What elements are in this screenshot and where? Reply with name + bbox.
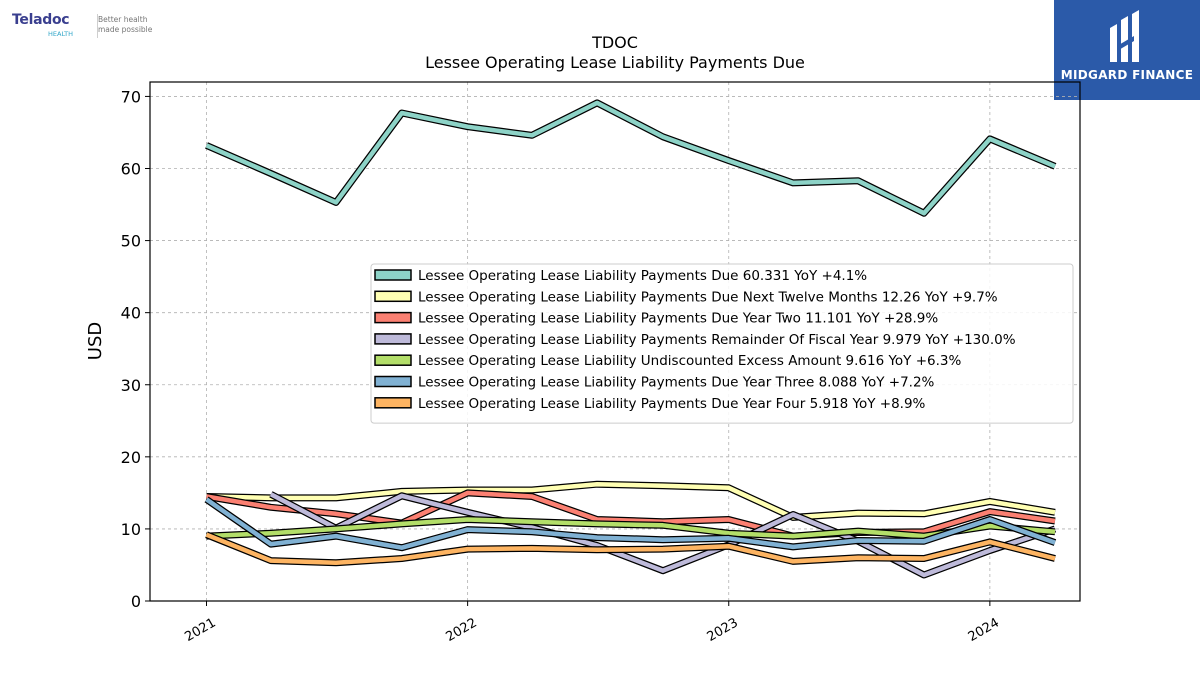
- legend-label: Lessee Operating Lease Liability Payment…: [418, 268, 867, 284]
- brand-divider: [97, 14, 98, 38]
- chart-title: TDOC: [591, 33, 638, 52]
- series-line: [204, 496, 1057, 552]
- y-tick-label: 50: [121, 232, 141, 251]
- legend-item: Lessee Operating Lease Liability Undisco…: [374, 353, 962, 369]
- x-tick-label: 2023: [705, 615, 741, 645]
- y-tick-label: 10: [121, 520, 141, 539]
- y-tick-label: 40: [121, 304, 141, 323]
- y-tick-label: 70: [121, 87, 141, 106]
- legend-label: Lessee Operating Lease Liability Payment…: [418, 332, 1016, 348]
- series-line-stroke: [205, 532, 1056, 566]
- series-line: [206, 480, 1056, 521]
- x-tick-label: 2021: [182, 615, 218, 645]
- y-tick-label: 30: [121, 376, 141, 395]
- plot-frame: [149, 81, 1081, 602]
- legend-box: [370, 263, 1074, 424]
- legend-swatch: [374, 354, 412, 366]
- legend-label: Lessee Operating Lease Liability Payment…: [418, 289, 998, 305]
- series-line-stroke: [205, 100, 1056, 216]
- legend-swatch: [374, 375, 412, 388]
- legend-item: Lessee Operating Lease Liability Payment…: [374, 289, 998, 305]
- brand-tagline-line-1: Better health: [98, 15, 148, 24]
- x-tick-label: 2022: [443, 615, 479, 645]
- corner-badge: MIDGARD FINANCE: [1054, 0, 1200, 100]
- legend-label: Lessee Operating Lease Liability Payment…: [418, 396, 926, 412]
- legend-item: Lessee Operating Lease Liability Payment…: [374, 396, 926, 412]
- legend-label: Lessee Operating Lease Liability Payment…: [418, 375, 935, 391]
- series-line-stroke: [206, 481, 1056, 520]
- legend-swatch: [374, 290, 412, 303]
- legend-swatch: [374, 397, 412, 409]
- series-line-stroke: [269, 492, 1056, 578]
- legend-label: Lessee Operating Lease Liability Undisco…: [418, 353, 962, 369]
- x-tick-label: 2024: [966, 615, 1002, 645]
- series-line: [269, 491, 1057, 579]
- legend-item: Lessee Operating Lease Liability Payment…: [374, 332, 1016, 348]
- series-lines: [204, 99, 1057, 579]
- legend-swatch: [374, 269, 412, 281]
- series-line: [205, 99, 1057, 217]
- y-tick-label: 60: [121, 160, 141, 179]
- legend-item: Lessee Operating Lease Liability Payment…: [374, 375, 935, 391]
- series-line: [206, 516, 1056, 540]
- y-tick-label: 0: [131, 592, 141, 611]
- legend: Lessee Operating Lease Liability Payment…: [370, 263, 1074, 424]
- y-axis-label: USD: [85, 322, 106, 360]
- y-tick-label: 20: [121, 448, 141, 467]
- brand-tagline: Better health made possible: [98, 15, 152, 35]
- legend-item: Lessee Operating Lease Liability Payment…: [374, 311, 938, 327]
- series-line: [205, 531, 1056, 567]
- series-line-stroke: [205, 497, 1056, 550]
- legend-swatch: [374, 311, 412, 324]
- brand-name: Teladoc: [12, 12, 70, 28]
- brand-logo: Teladoc HEALTH Better health made possib…: [10, 12, 180, 42]
- chart-subtitle: Lessee Operating Lease Liability Payment…: [425, 53, 805, 72]
- badge-logo-icon: [1110, 10, 1139, 62]
- series-line-stroke: [206, 517, 1056, 539]
- legend-label: Lessee Operating Lease Liability Payment…: [418, 311, 938, 327]
- brand-tagline-line-2: made possible: [98, 25, 153, 34]
- legend-item: Lessee Operating Lease Liability Payment…: [374, 268, 867, 284]
- brand-sub: HEALTH: [48, 30, 74, 38]
- corner-badge-text: MIDGARD FINANCE: [1060, 68, 1194, 82]
- legend-swatch: [374, 333, 412, 345]
